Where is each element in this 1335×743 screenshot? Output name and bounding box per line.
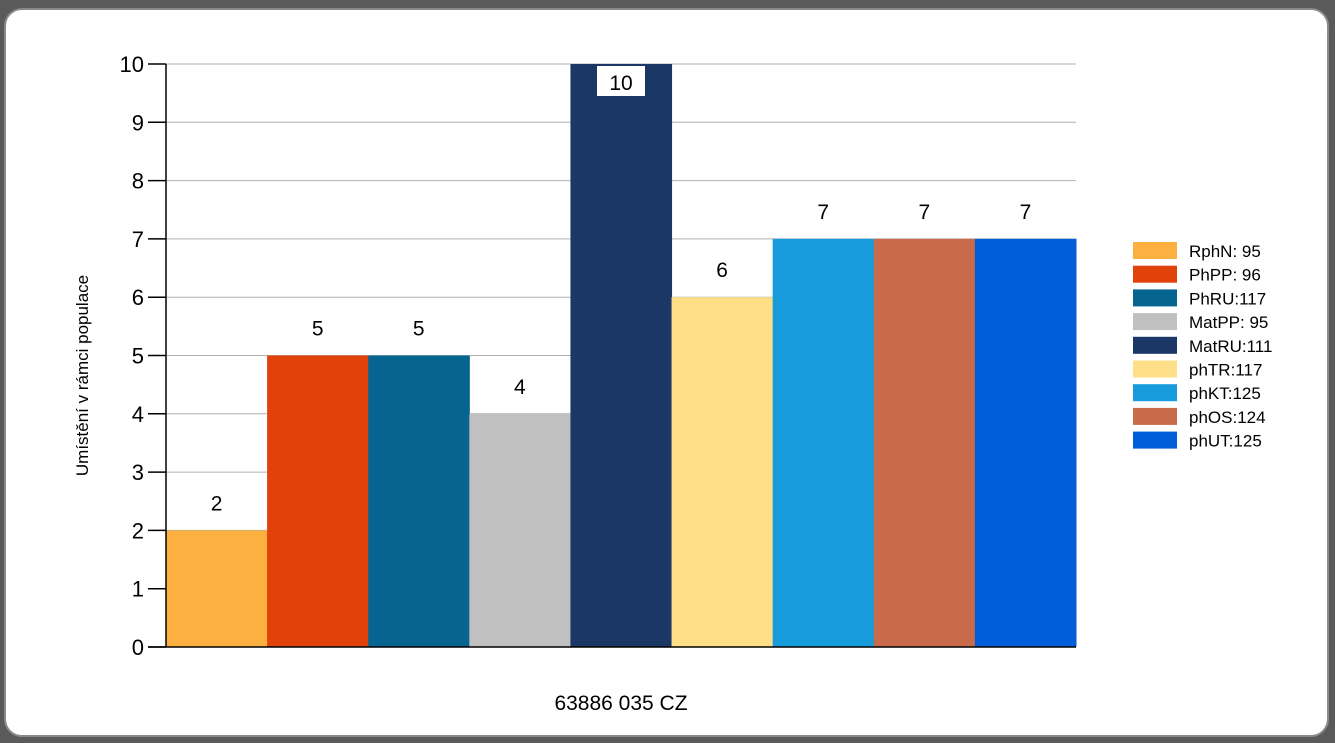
x-axis-title: 63886 035 CZ [554, 692, 687, 715]
legend-swatch [1133, 431, 1177, 449]
data-label: 7 [1020, 201, 1032, 224]
legend-label: phOS:124 [1189, 408, 1266, 427]
bar [166, 530, 268, 647]
legend-label: RphN: 95 [1189, 242, 1261, 261]
data-labels: 2 5 5 4 10 6 7 7 7 [211, 66, 1032, 515]
data-label: 7 [918, 201, 930, 224]
data-label: 6 [716, 259, 728, 282]
legend-swatch [1133, 242, 1177, 259]
axes: 0 1 2 3 4 5 6 7 8 9 10 [120, 52, 1076, 660]
legend-label: phTR:117 [1189, 361, 1262, 380]
y-tick-label: 6 [132, 285, 144, 310]
y-tick-label: 8 [132, 169, 144, 194]
y-tick-label: 5 [132, 344, 144, 369]
y-tick-label: 3 [132, 460, 144, 485]
legend-swatch [1133, 360, 1177, 378]
y-tick-label: 9 [132, 110, 144, 135]
bar [368, 355, 470, 647]
bar-chart: 0 1 2 3 4 5 6 7 8 9 10 2 5 5 4 10 6 7 7 7 RphN: 95 PhPP: 96… [73, 52, 1272, 715]
legend-label: PhRU:117 [1189, 289, 1266, 308]
legend-swatch [1133, 407, 1177, 425]
y-tick-label: 7 [132, 227, 144, 252]
bar [974, 238, 1077, 647]
legend-swatch [1133, 336, 1177, 354]
data-label: 5 [413, 318, 425, 341]
y-tick-label: 0 [132, 635, 144, 660]
bar [772, 238, 875, 647]
data-label: 7 [817, 201, 829, 224]
bar [873, 238, 976, 647]
chart-frame: 0 1 2 3 4 5 6 7 8 9 10 2 5 5 4 10 6 7 7 7 RphN: 95 PhPP: 96… [4, 8, 1329, 737]
data-label: 5 [312, 318, 324, 341]
legend-label: MatPP: 95 [1189, 313, 1268, 332]
y-tick-label: 4 [132, 402, 144, 427]
legend-swatch [1133, 384, 1177, 402]
data-label: 2 [211, 492, 223, 515]
bars [166, 64, 1077, 647]
bar [570, 64, 673, 647]
legend: RphN: 95 PhPP: 96 PhRU:117 MatPP: 95 MatRU:1… [1133, 242, 1272, 451]
legend-swatch [1133, 265, 1177, 283]
y-tick-label: 10 [120, 52, 144, 77]
bar [267, 355, 369, 647]
y-tick-label: 2 [132, 518, 144, 543]
y-axis-title: Umístění v rámci populace [73, 275, 92, 476]
bar [469, 413, 571, 647]
y-tick-label: 1 [132, 577, 144, 602]
legend-label: phKT:125 [1189, 384, 1261, 403]
legend-swatch [1133, 289, 1177, 307]
bar [671, 297, 774, 647]
legend-label: PhPP: 96 [1189, 266, 1261, 285]
data-label-box [597, 66, 645, 96]
data-label: 10 [609, 72, 632, 95]
data-label: 4 [514, 376, 526, 399]
legend-swatch [1133, 313, 1177, 331]
legend-label: phUT:125 [1189, 432, 1262, 451]
legend-label: MatRU:111 [1189, 337, 1272, 356]
